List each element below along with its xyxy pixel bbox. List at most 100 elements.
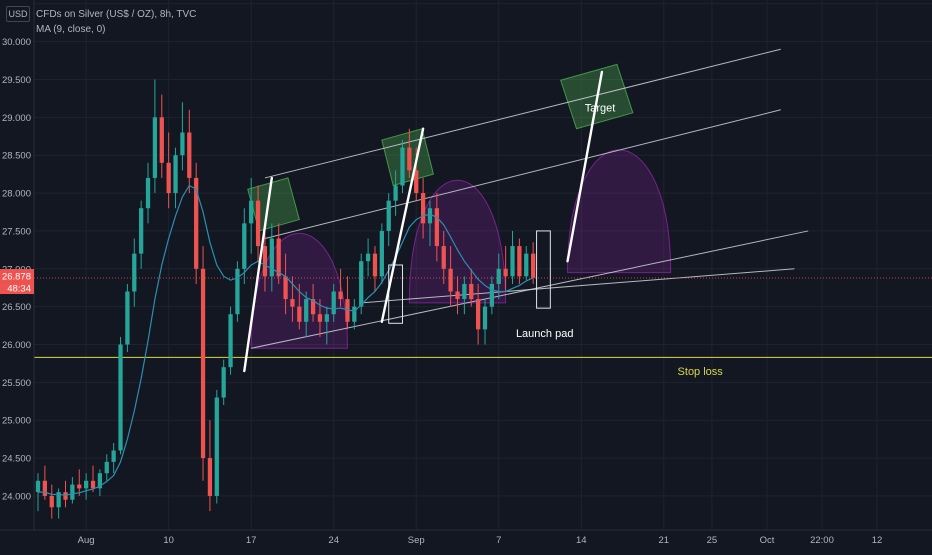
candle-body xyxy=(317,314,323,322)
candle-body xyxy=(434,208,439,247)
last-price-value: 26.878 xyxy=(2,272,31,283)
x-tick-label: 21 xyxy=(659,535,670,546)
candle-body xyxy=(310,299,316,315)
candle-body xyxy=(489,283,495,307)
candle-body xyxy=(365,253,371,262)
impulse-line xyxy=(566,70,604,263)
candle-body xyxy=(194,177,199,269)
currency-badge[interactable]: USD xyxy=(6,6,30,22)
launch-pad-label: Launch pad xyxy=(516,328,574,340)
candle-body xyxy=(359,261,364,307)
impulse-line xyxy=(380,127,425,323)
stop-loss-label: Stop loss xyxy=(678,366,724,378)
chart-legend: CFDs on Silver (US$ / OZ), 8h, TVC MA (9… xyxy=(36,7,196,37)
symbol-title[interactable]: CFDs on Silver (US$ / OZ), 8h, TVC xyxy=(36,9,197,20)
candle-body xyxy=(221,367,226,398)
y-tick-label: 24.000 xyxy=(2,491,31,502)
candle-body xyxy=(352,306,357,322)
candle-body xyxy=(56,492,61,508)
candle-body xyxy=(49,495,54,508)
candle-body xyxy=(152,117,158,178)
candle-body xyxy=(207,458,213,496)
candle-body xyxy=(255,200,261,247)
candle-body xyxy=(517,246,522,277)
candle-body xyxy=(386,200,391,231)
y-tick-label: 25.000 xyxy=(2,416,31,427)
candle-body xyxy=(90,480,96,489)
x-tick-label: 14 xyxy=(576,535,587,546)
candle-body xyxy=(42,480,48,496)
impulse-line xyxy=(243,176,274,373)
candle-body xyxy=(242,223,247,269)
candle-body xyxy=(132,253,137,292)
y-tick-label: 28.000 xyxy=(2,189,31,200)
indicator-label[interactable]: MA (9, close, 0) xyxy=(36,24,106,35)
candle-body xyxy=(524,253,529,277)
candle-body xyxy=(84,480,89,489)
countdown-value: 48:34 xyxy=(7,284,31,295)
pattern-dome xyxy=(567,149,672,274)
x-tick-label: 24 xyxy=(328,535,339,546)
candle-body xyxy=(393,185,398,201)
candle-body xyxy=(70,484,75,500)
candle-body xyxy=(420,193,426,224)
candle-body xyxy=(475,299,481,330)
candle-body xyxy=(510,246,515,277)
candle-body xyxy=(283,276,288,300)
candle-body xyxy=(455,291,460,300)
candle-body xyxy=(173,155,178,194)
y-tick-label: 30.000 xyxy=(2,37,31,48)
candle-body xyxy=(379,230,384,277)
candle-body xyxy=(214,397,219,496)
candle-body xyxy=(290,299,295,307)
candle-body xyxy=(407,147,412,171)
candle-body xyxy=(324,314,329,322)
candle-body xyxy=(104,461,109,474)
candle-body xyxy=(235,268,240,315)
y-tick-label: 28.500 xyxy=(2,151,31,162)
x-tick-label: Oct xyxy=(760,535,775,546)
candle-body xyxy=(462,283,467,300)
x-tick-label: Sep xyxy=(408,535,425,546)
candle-body xyxy=(180,132,185,156)
candle-body xyxy=(372,253,378,277)
candle-body xyxy=(200,268,206,459)
candle-body xyxy=(469,283,474,300)
candle-body xyxy=(139,208,144,254)
candle-body xyxy=(441,246,446,269)
candle-body xyxy=(249,200,254,224)
trend-line xyxy=(361,268,795,304)
candle-body xyxy=(496,268,501,284)
y-tick-label: 29.000 xyxy=(2,113,31,124)
candle-body xyxy=(297,306,302,322)
candle-body xyxy=(482,306,488,330)
candle-body xyxy=(503,268,508,277)
candle-body xyxy=(159,117,164,163)
x-tick-label: 25 xyxy=(707,535,718,546)
candle-body xyxy=(338,291,343,300)
trend-line xyxy=(264,109,781,239)
moving-average-line xyxy=(38,184,534,496)
candle-body xyxy=(187,132,192,178)
candle-body xyxy=(304,299,309,322)
candle-body xyxy=(118,344,123,451)
y-tick-label: 26.000 xyxy=(2,340,31,351)
x-tick-label: 17 xyxy=(246,535,257,546)
candle-body xyxy=(228,314,233,368)
candle-body xyxy=(125,291,130,345)
candle-body xyxy=(35,480,41,493)
candle-body xyxy=(166,162,171,194)
x-tick-label: 10 xyxy=(163,535,174,546)
candle-body xyxy=(448,268,453,292)
candle-body xyxy=(414,170,419,194)
candle-body xyxy=(331,291,336,315)
candle-body xyxy=(276,238,281,277)
candle-body xyxy=(111,450,116,462)
trend-line xyxy=(264,48,781,179)
y-tick-label: 25.500 xyxy=(2,378,31,389)
launch-pad-box xyxy=(536,230,551,309)
candle-body xyxy=(269,238,274,277)
time-axis-background xyxy=(0,530,932,550)
